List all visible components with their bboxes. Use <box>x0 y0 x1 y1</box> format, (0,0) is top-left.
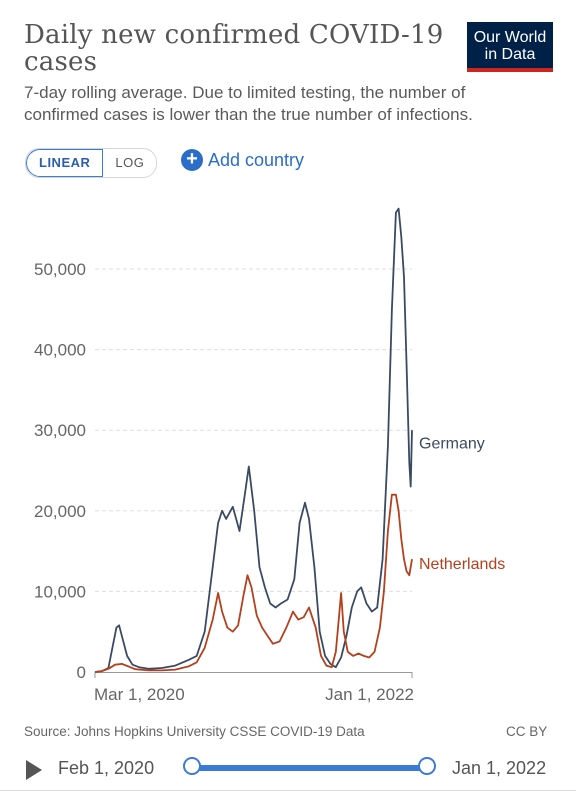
owid-logo[interactable]: Our World in Data <box>467 22 553 72</box>
series-label: Germany <box>419 435 485 452</box>
timeline-range-track[interactable] <box>190 765 428 771</box>
y-tick-label: 10,000 <box>34 582 86 601</box>
add-country-button[interactable]: + Add country <box>181 149 304 171</box>
source-link[interactable]: Source: Johns Hopkins University CSSE CO… <box>24 724 365 739</box>
chart-subtitle: 7-day rolling average. Due to limited te… <box>24 83 473 124</box>
series-line-netherlands <box>94 493 413 673</box>
y-tick-label: 20,000 <box>34 502 86 521</box>
logo-line-2: in Data <box>484 46 536 63</box>
logo-line-1: Our World <box>473 29 547 46</box>
linear-scale-button[interactable]: LINEAR <box>26 149 104 177</box>
y-tick-label: 50,000 <box>34 260 86 279</box>
play-icon[interactable] <box>26 760 42 780</box>
timeline-start-label: Feb 1, 2020 <box>58 758 155 778</box>
timeline: Feb 1, 2020 Jan 1, 2022 <box>0 750 576 790</box>
x-tick-label: Jan 1, 2022 <box>325 685 414 704</box>
chart-title: Daily new confirmed COVID-19 cases <box>24 20 444 77</box>
license-link[interactable]: CC BY <box>506 724 548 739</box>
plus-icon: + <box>181 149 203 171</box>
y-tick-label: 0 <box>77 663 86 682</box>
line-chart[interactable]: 0 10,000 20,000 30,000 40,000 50,000 Mar 1, 20… <box>0 190 576 710</box>
add-country-label: Add country <box>208 149 305 170</box>
y-tick-label: 30,000 <box>34 421 86 440</box>
timeline-end-handle[interactable] <box>418 757 436 775</box>
series-line-germany <box>94 207 413 673</box>
timeline-start-handle[interactable] <box>183 757 201 775</box>
x-tick-label: Mar 1, 2020 <box>94 685 185 704</box>
log-scale-button[interactable]: LOG <box>115 155 145 170</box>
timeline-end-label: Jan 1, 2022 <box>452 758 547 778</box>
series-label: Netherlands <box>419 556 505 573</box>
y-tick-label: 40,000 <box>34 341 86 360</box>
scale-toggle[interactable]: LINEAR LOG <box>25 148 158 178</box>
footer-divider <box>0 790 576 801</box>
